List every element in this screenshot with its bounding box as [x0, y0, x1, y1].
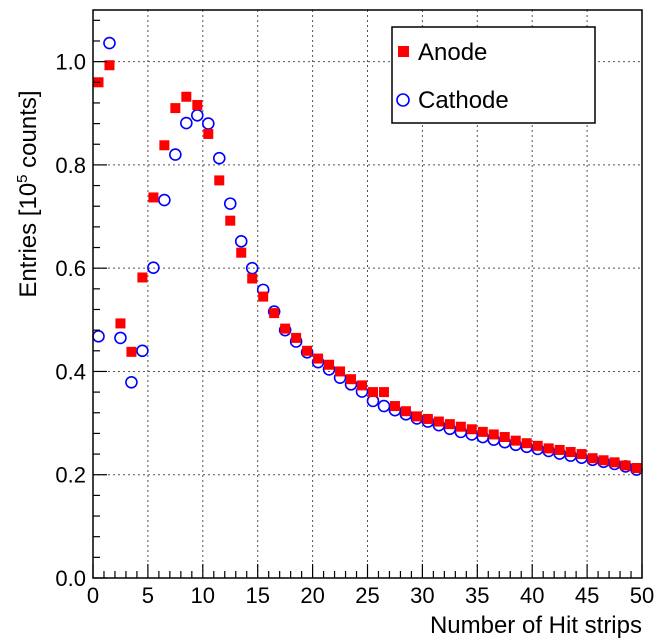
anode-point [115, 318, 126, 329]
x-tick-label: 45 [575, 583, 599, 608]
anode-point [302, 345, 313, 356]
anode-point [126, 346, 137, 357]
cathode-point [223, 197, 237, 210]
anode-point [554, 444, 565, 455]
anode-point [411, 411, 422, 422]
anode-point [148, 192, 159, 203]
cathode-point [234, 235, 248, 248]
anode-point [236, 247, 247, 258]
y-axis-label: Entries [105 counts] [14, 90, 42, 297]
cathode-point [169, 148, 182, 161]
x-tick-label: 30 [410, 583, 434, 608]
y-tick-label: 0.0 [55, 566, 86, 591]
anode-point [631, 463, 642, 474]
anode-point [367, 387, 378, 398]
cathode-point [201, 117, 215, 130]
anode-point [488, 429, 499, 440]
x-tick-label: 40 [520, 583, 544, 608]
anode-point [291, 332, 302, 343]
cathode-point [125, 375, 138, 389]
y-tick-label: 0.2 [55, 463, 86, 488]
cathode-point [147, 261, 160, 274]
anode-point [620, 460, 631, 471]
anode-point [269, 308, 280, 319]
anode-point [455, 421, 466, 432]
x-axis-label: Number of Hit strips [430, 612, 642, 639]
x-tick-label: 5 [142, 583, 154, 608]
x-tick-label: 50 [630, 583, 654, 608]
cathode-point [103, 36, 116, 50]
legend: Anode Cathode [391, 26, 596, 124]
anode-point [422, 413, 433, 424]
y-axis-label-main: Entries [10 [15, 183, 42, 298]
axis-ticks [92, 19, 643, 579]
cathode-point [136, 344, 149, 358]
x-tick-label: 0 [87, 583, 99, 608]
anode-point [389, 401, 400, 412]
anode-point [499, 432, 510, 443]
anode-point [532, 440, 543, 451]
anode-point [378, 387, 389, 398]
y-axis-label-tail: counts] [15, 90, 42, 174]
anode-point [214, 175, 225, 186]
tick-labels: 0 5 10 15 20 25 30 35 40 45 50 0.0 0.2 0.4 0.6 0.8 1.0 [55, 50, 654, 608]
legend-marker-cathode [396, 93, 410, 107]
anode-point [565, 447, 576, 458]
cathode-point [212, 151, 226, 165]
y-tick-label: 0.6 [55, 256, 86, 281]
cathode-point [191, 109, 204, 122]
series [92, 36, 643, 476]
legend-box [391, 26, 596, 124]
cathode-point [180, 116, 193, 130]
anode-point [170, 103, 181, 114]
anode-point [346, 374, 357, 385]
y-tick-label: 1.0 [55, 50, 86, 75]
anode-point [587, 453, 598, 464]
anode-point [400, 406, 411, 417]
anode-point [280, 323, 291, 334]
anode-point [598, 455, 609, 466]
anode-point [324, 359, 335, 370]
anode-point [192, 100, 203, 111]
anode-point [444, 419, 455, 430]
anode-point [335, 366, 346, 377]
anode-point [521, 438, 532, 449]
cathode-point [114, 331, 127, 345]
grid [93, 10, 642, 578]
legend-label-anode: Anode [418, 39, 487, 66]
x-tick-label: 15 [245, 583, 269, 608]
legend-label-cathode: Cathode [418, 87, 509, 114]
anode-point [137, 272, 148, 283]
anode-point [181, 91, 192, 102]
anode-point [466, 424, 477, 435]
anode-point [225, 215, 236, 226]
anode-point [159, 140, 170, 151]
anode-point [433, 416, 444, 427]
anode-point [543, 443, 554, 454]
x-tick-label: 20 [300, 583, 324, 608]
legend-marker-anode [398, 46, 409, 57]
y-axis-label-exponent: 5 [14, 174, 31, 182]
cathode-point [92, 330, 105, 343]
anode-point [357, 380, 368, 391]
anode-point [313, 353, 324, 364]
anode-point [258, 291, 269, 302]
cathode-point [377, 399, 391, 413]
anode-point [203, 128, 214, 139]
anode-point [247, 273, 258, 284]
anode-point [104, 60, 115, 71]
anode-point [576, 449, 587, 460]
y-tick-label: 0.4 [55, 359, 86, 384]
cathode-point [158, 193, 171, 207]
anode-point [510, 435, 521, 446]
anode-point [477, 426, 488, 437]
y-tick-label: 0.8 [55, 153, 86, 178]
x-tick-label: 10 [191, 583, 215, 608]
x-tick-label: 25 [355, 583, 379, 608]
x-tick-label: 35 [465, 583, 489, 608]
anode-point [609, 457, 620, 468]
